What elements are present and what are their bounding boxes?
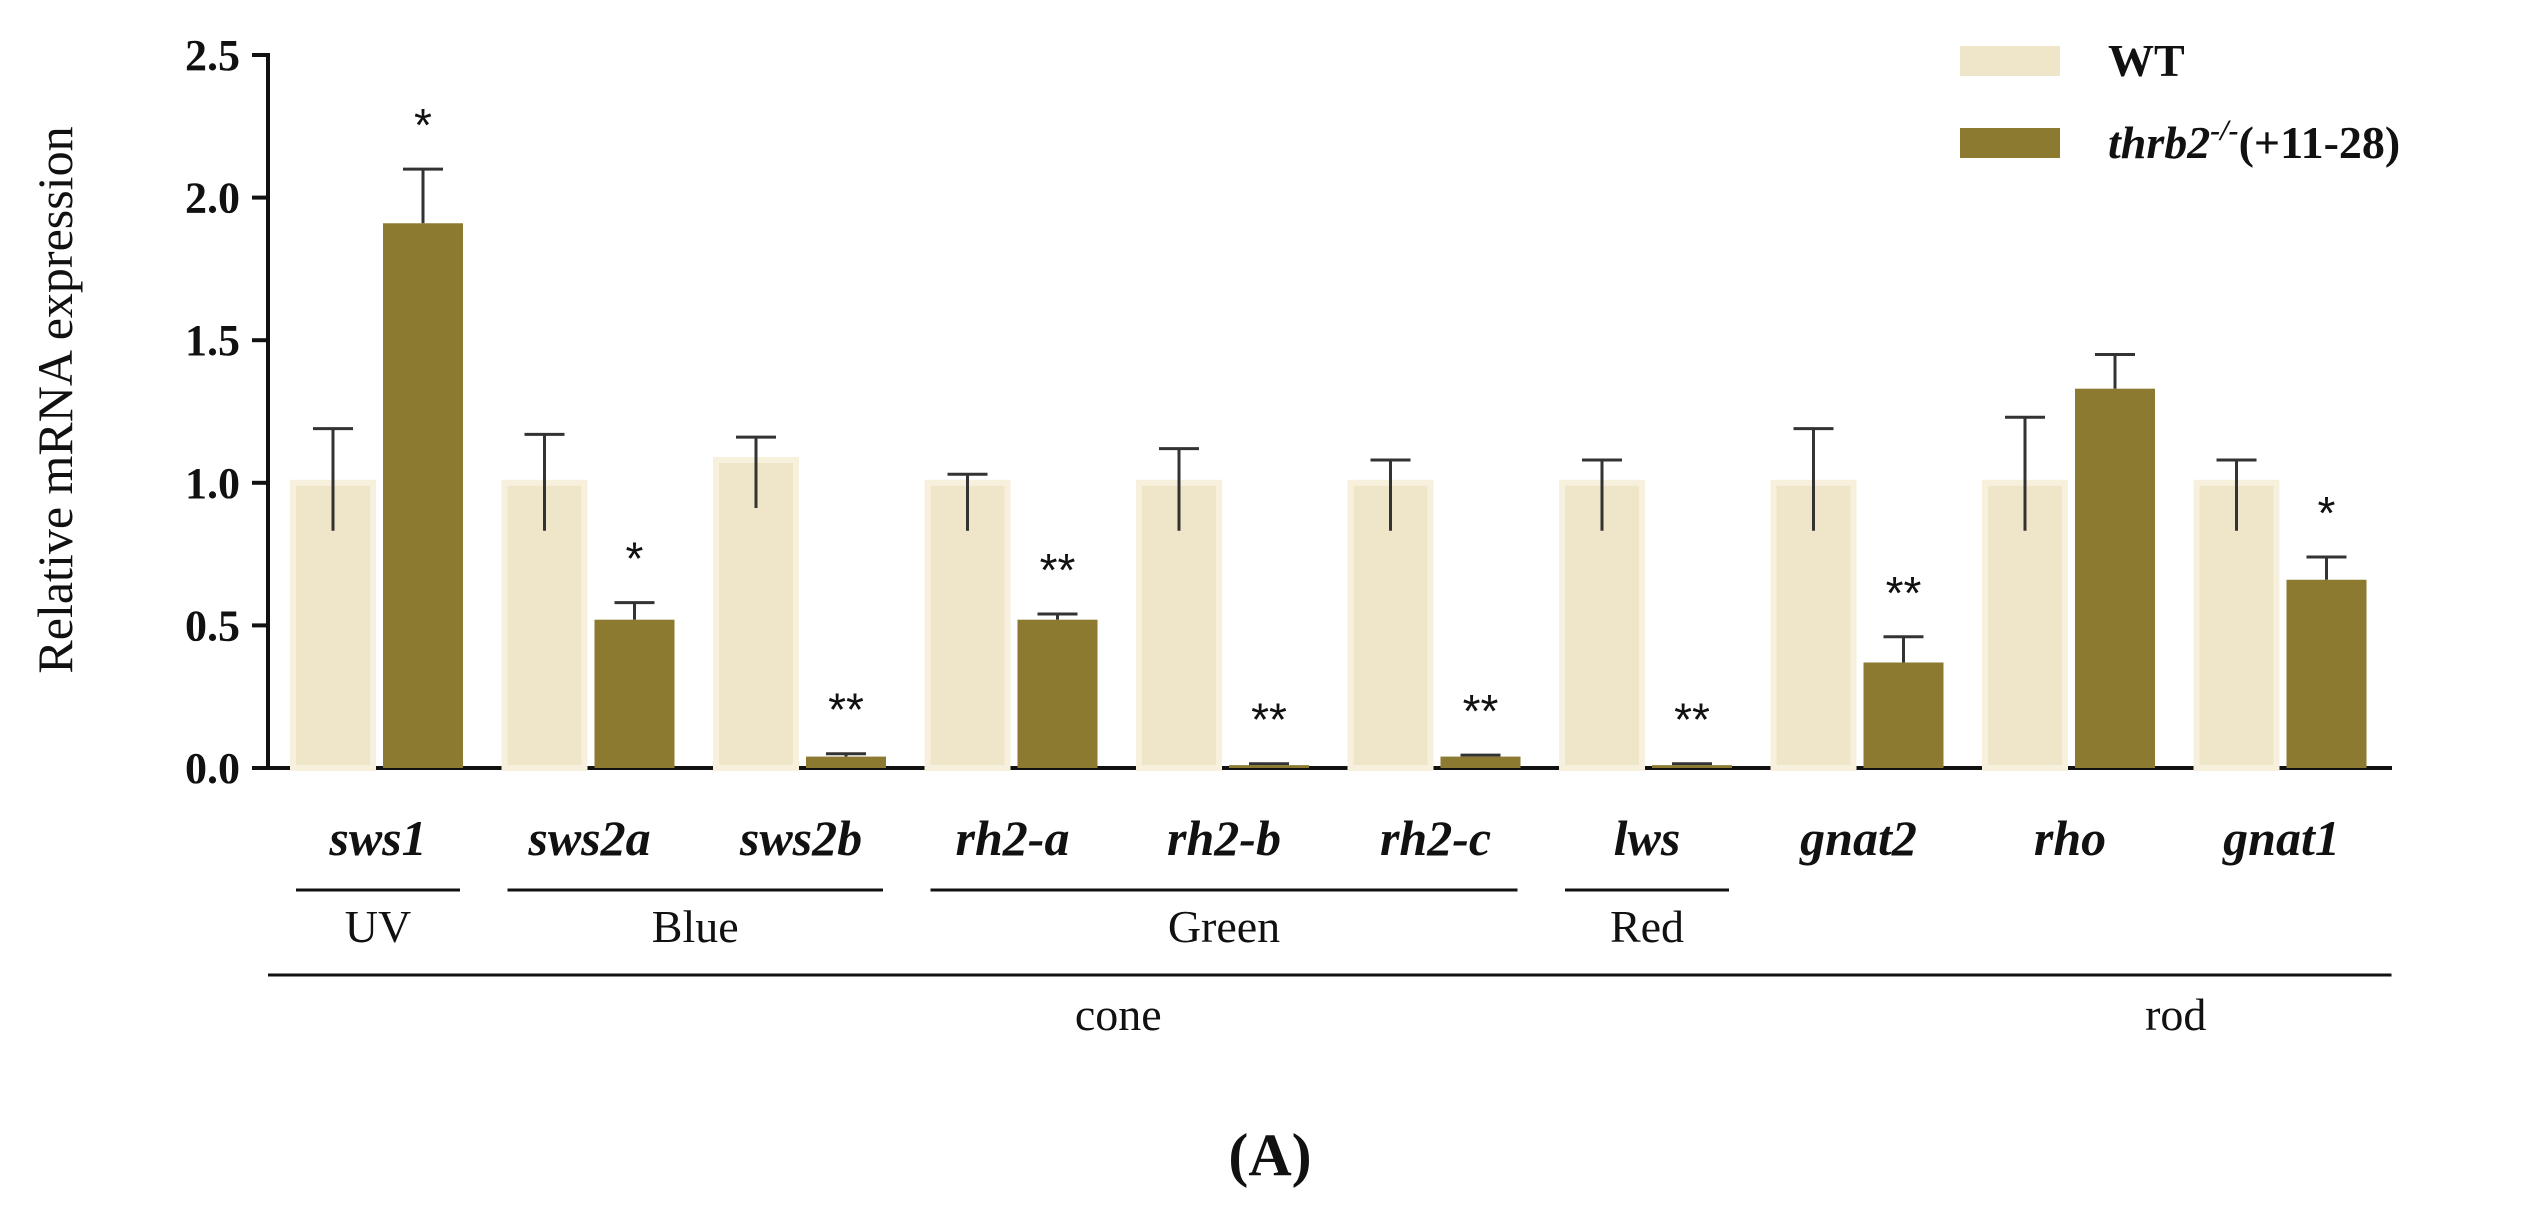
category-label: sws2a: [527, 810, 650, 866]
category-label: rh2-b: [1167, 810, 1281, 866]
y-tick-label: 2.0: [185, 174, 240, 223]
bar-mutant: [1229, 765, 1309, 768]
significance-marker: **: [1251, 694, 1287, 746]
y-axis-label: Relative mRNA expression: [27, 126, 83, 673]
significance-marker: *: [626, 533, 644, 585]
bar-mutant: [2286, 579, 2367, 768]
bar-mutant: [1652, 765, 1732, 768]
significance-marker: **: [1463, 685, 1499, 737]
bar-wt: [713, 456, 799, 771]
category-label: sws2b: [739, 810, 862, 866]
category-label: rh2-a: [956, 810, 1070, 866]
legend-swatch-mutant: [1960, 128, 2060, 158]
bar-mutant: [383, 223, 463, 768]
bar-mutant: [1017, 619, 1098, 768]
bar-mutant: [594, 619, 675, 768]
legend-label-wt: WT: [2108, 35, 2185, 86]
category-label: sws1: [328, 810, 426, 866]
significance-marker: **: [1674, 694, 1710, 746]
y-tick-label: 0.0: [185, 744, 240, 793]
category-label: rh2-c: [1380, 810, 1491, 866]
significance-marker: *: [414, 99, 432, 151]
bar-mutant: [806, 756, 886, 768]
group-label: Blue: [652, 901, 739, 952]
significance-marker: *: [2318, 487, 2336, 539]
panel-label: (A): [1228, 1122, 1311, 1188]
category-label: gnat2: [1799, 810, 1917, 866]
y-tick-label: 1.0: [185, 459, 240, 508]
category-label: rho: [2034, 810, 2106, 866]
group-label: UV: [345, 901, 411, 952]
y-tick-label: 1.5: [185, 316, 240, 365]
supergroup-label: rod: [2145, 989, 2206, 1040]
legend-swatch-wt: [1960, 46, 2060, 76]
category-label: gnat1: [2222, 810, 2340, 866]
y-tick-label: 2.5: [185, 31, 240, 80]
category-label: lws: [1614, 810, 1681, 866]
significance-marker: **: [828, 684, 864, 736]
bar-mutant: [1440, 756, 1521, 768]
legend: WT thrb2-/-(+11-28): [1960, 35, 2400, 168]
group-label: Green: [1168, 901, 1280, 952]
significance-marker: **: [1040, 544, 1076, 596]
group-label: Red: [1610, 901, 1684, 952]
bar-mutant: [2075, 388, 2155, 768]
supergroup-label: cone: [1075, 989, 1162, 1040]
bar-mutant: [1863, 662, 1944, 768]
y-tick-label: 0.5: [185, 601, 240, 650]
significance-marker: **: [1886, 567, 1922, 619]
legend-label-mutant: thrb2-/-(+11-28): [2108, 114, 2400, 168]
